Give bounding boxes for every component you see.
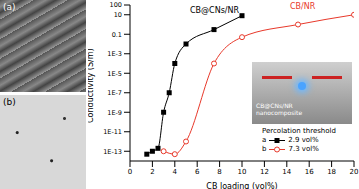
- svg-text:0.1: 0.1: [112, 31, 122, 39]
- svg-text:4: 4: [173, 168, 178, 176]
- svg-text:10: 10: [114, 11, 122, 19]
- html-text:nanocomposite: nanocomposite: [256, 109, 303, 116]
- svg-text:14: 14: [282, 168, 291, 176]
- svg-text:1E-7: 1E-7: [107, 89, 122, 97]
- svg-text:18: 18: [327, 168, 336, 176]
- html-text:(b): (b): [3, 97, 16, 107]
- html-text:CB@CNs/NR: CB@CNs/NR: [256, 102, 293, 109]
- svg-text:Conductivity (S/m): Conductivity (S/m): [88, 48, 95, 123]
- svg-text:1E-13: 1E-13: [103, 148, 122, 156]
- svg-text:100: 100: [110, 1, 122, 9]
- svg-text:12: 12: [260, 168, 269, 176]
- html-text:(a): (a): [3, 2, 16, 12]
- svg-text:10: 10: [238, 168, 247, 176]
- svg-text:1E-9: 1E-9: [107, 109, 122, 117]
- svg-text:1E-11: 1E-11: [103, 128, 122, 136]
- html-text:CB/NR: CB/NR: [290, 2, 316, 11]
- html-text:7.3 vol%: 7.3 vol%: [288, 145, 319, 153]
- html-text:Percolation threshold: Percolation threshold: [262, 127, 336, 135]
- svg-text:8: 8: [217, 168, 221, 176]
- html-text:CB@CNs/NR: CB@CNs/NR: [190, 6, 240, 15]
- svg-text:16: 16: [305, 168, 314, 176]
- html-text:a: a: [262, 136, 267, 144]
- svg-text:20: 20: [350, 168, 351, 176]
- html-text:2.9 vol%: 2.9 vol%: [288, 136, 319, 144]
- svg-text:0: 0: [128, 168, 132, 176]
- html-text:b: b: [262, 145, 267, 153]
- svg-text:2: 2: [150, 168, 154, 176]
- svg-text:1E-5: 1E-5: [107, 70, 122, 78]
- svg-text:1E-3: 1E-3: [107, 50, 122, 58]
- svg-text:CB loading (vol%): CB loading (vol%): [206, 182, 277, 189]
- svg-text:6: 6: [195, 168, 200, 176]
